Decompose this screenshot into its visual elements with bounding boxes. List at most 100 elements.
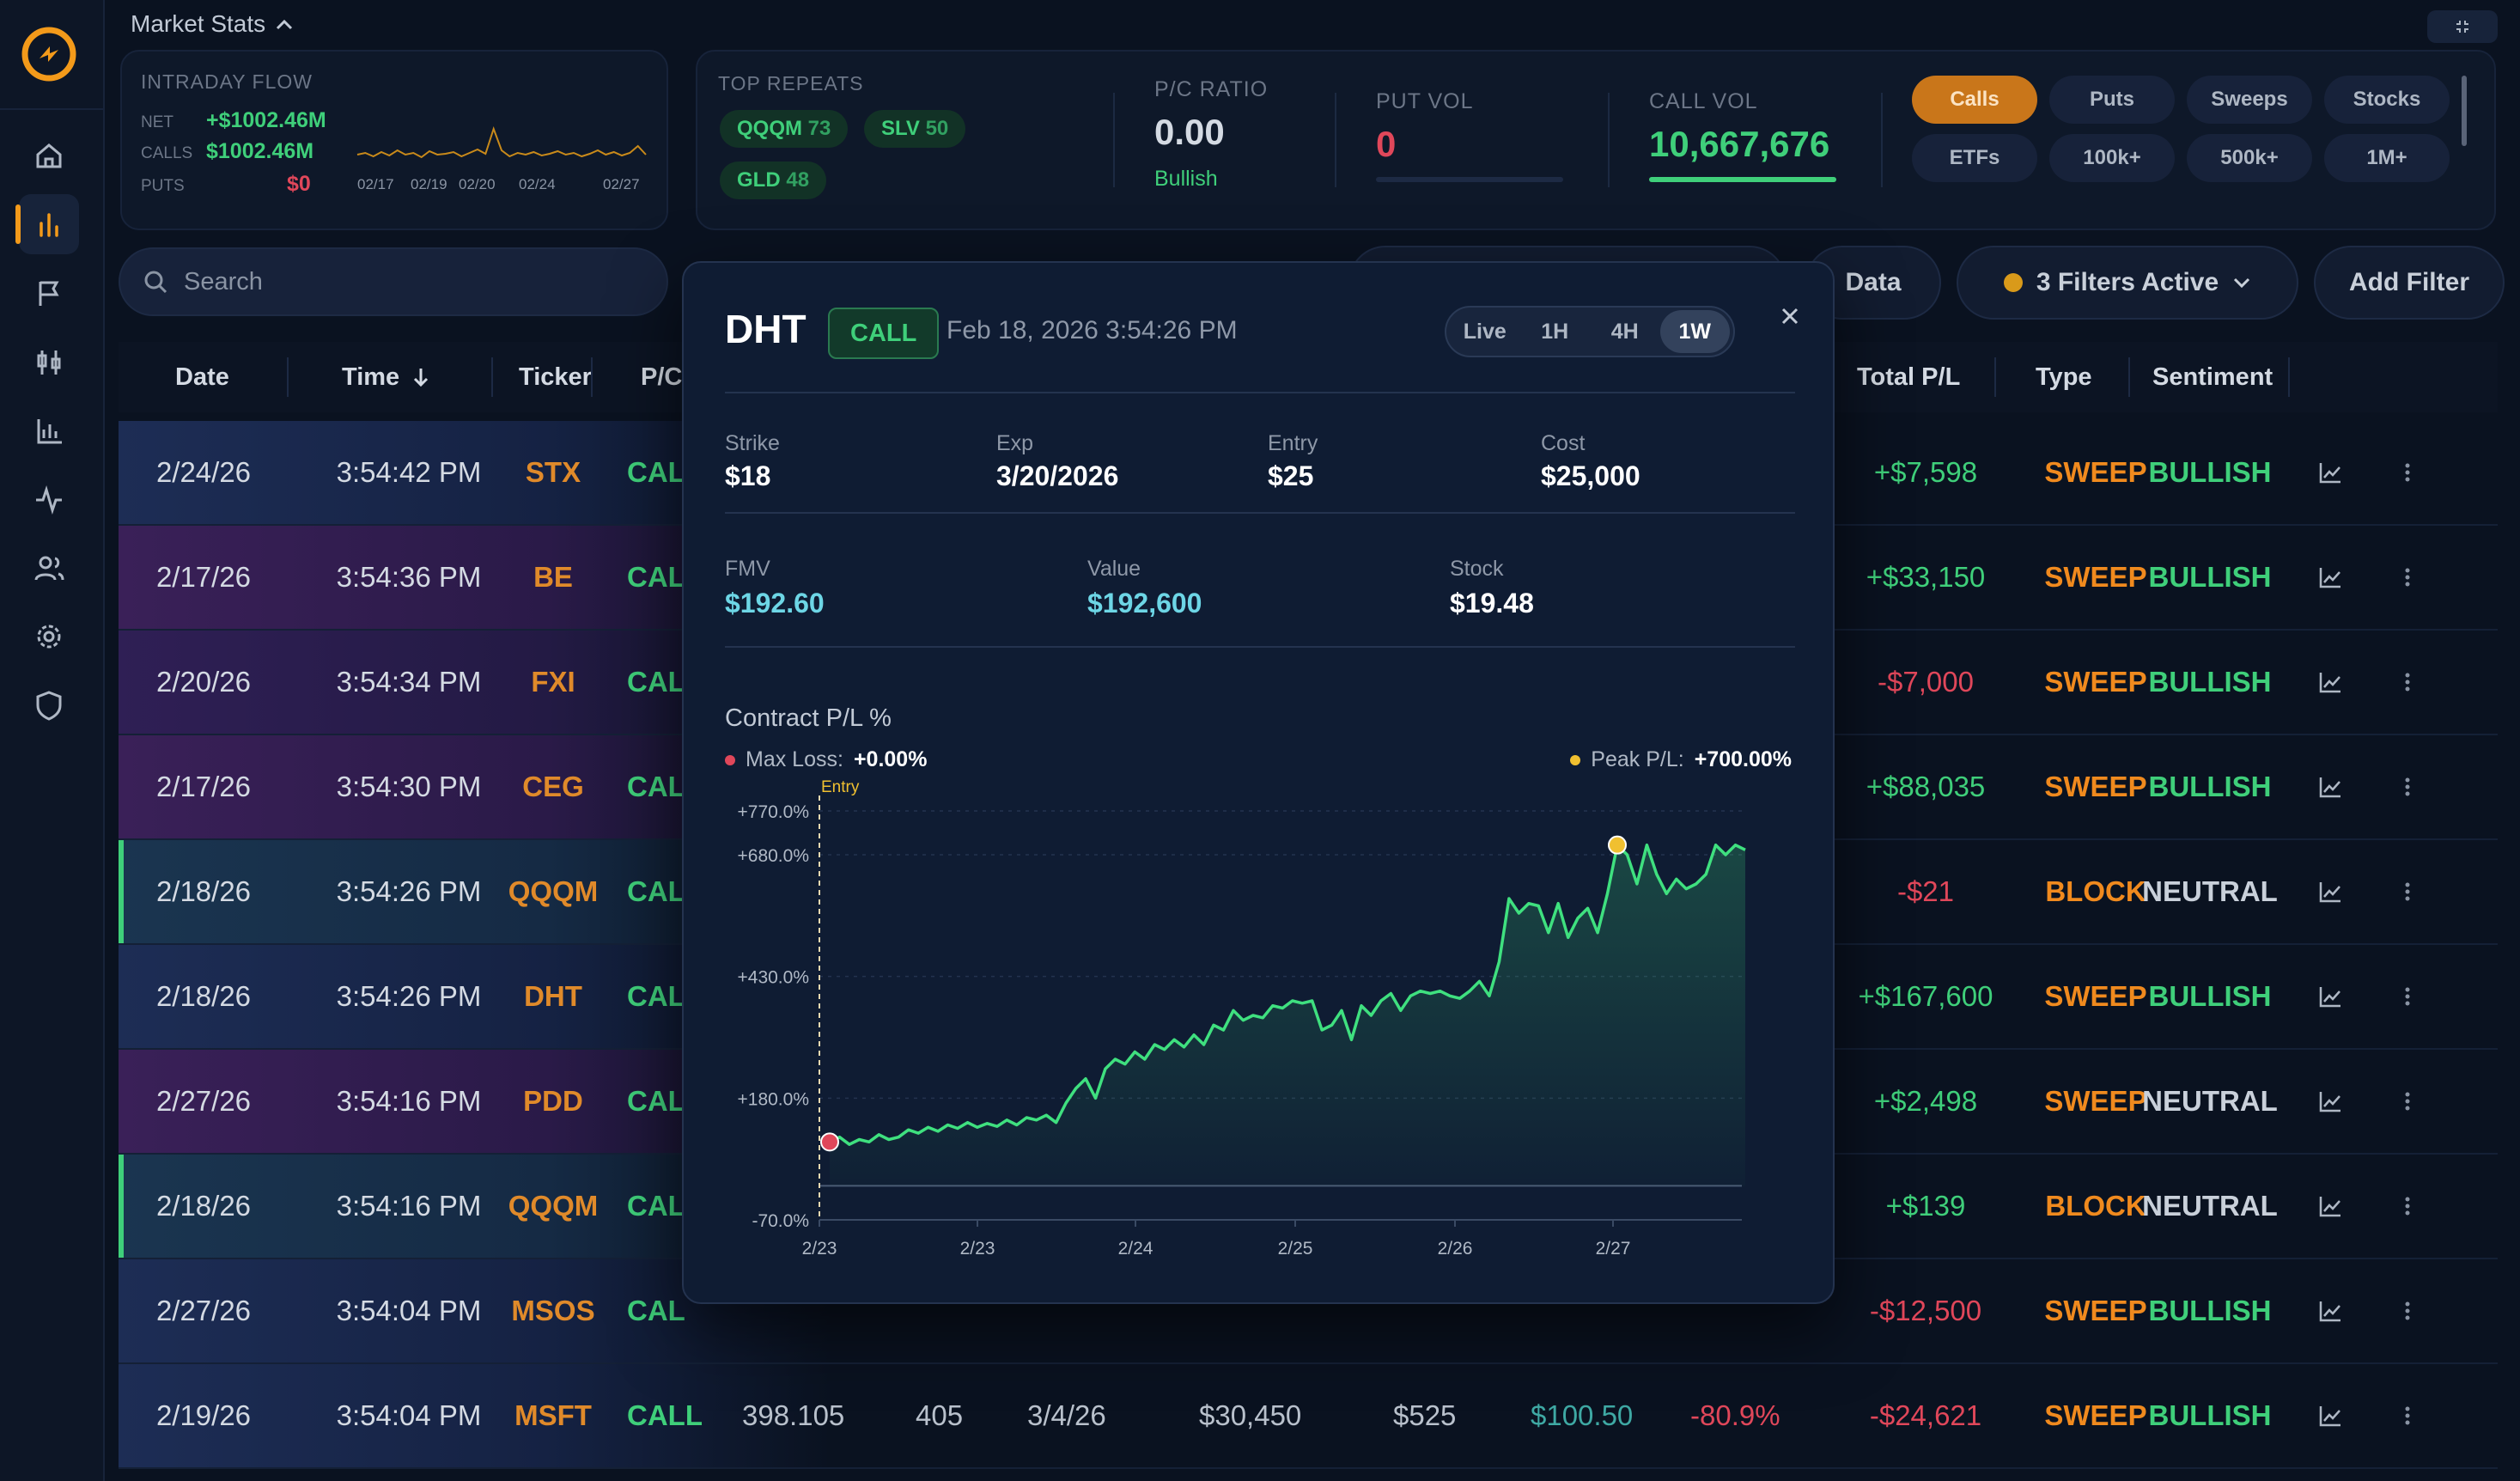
col-pc[interactable]: P/C <box>641 342 682 412</box>
y-tick-label: +770.0% <box>738 802 810 822</box>
cell-pc: CAL <box>627 1085 685 1117</box>
stat-divider <box>1335 93 1336 187</box>
cell-spot: 398.105 <box>742 1399 845 1431</box>
search-icon <box>144 271 167 294</box>
filters-active-button[interactable]: 3 Filters Active <box>1957 246 2298 320</box>
nav-bar-chart[interactable] <box>15 194 79 254</box>
users-icon <box>34 556 64 581</box>
row-more-button[interactable] <box>2403 1364 2412 1467</box>
y-tick-label: +680.0% <box>738 846 810 866</box>
filter-pill-label: 500k+ <box>2220 146 2279 169</box>
cell-sentiment: BULLISH <box>2148 666 2272 698</box>
search-input[interactable] <box>184 267 648 296</box>
row-chart-button[interactable] <box>2317 945 2343 1048</box>
col-type[interactable]: Type <box>2036 342 2092 412</box>
cell-pc: CAL <box>627 875 685 907</box>
search-box[interactable] <box>119 247 668 316</box>
filter-pill-100k[interactable]: 100k+ <box>2049 134 2175 182</box>
row-chart-button[interactable] <box>2317 840 2343 943</box>
table-row[interactable]: 2/27/26 3:54:04 PM MSOS CAL -$12,500 SWEEP BUL… <box>119 1259 2498 1364</box>
filter-pill-sweeps[interactable]: Sweeps <box>2187 76 2312 124</box>
sidebar <box>0 0 105 1481</box>
row-more-button[interactable] <box>2403 735 2412 838</box>
modal-close-button[interactable] <box>1771 297 1809 335</box>
filters-scrollbar[interactable] <box>2462 76 2467 146</box>
cell-time: 3:54:16 PM <box>336 1085 482 1117</box>
tf-1w[interactable]: 1W <box>1659 310 1730 353</box>
table-row[interactable]: 2/19/26 3:54:04 PM MSFT CALL 398.105 405 3/4/2… <box>119 1364 2498 1469</box>
row-chart-button[interactable] <box>2317 421 2343 524</box>
nav-candlestick[interactable] <box>19 332 79 392</box>
cell-time: 3:54:26 PM <box>336 875 482 907</box>
cell-pc: CAL <box>627 771 685 802</box>
app-logo[interactable] <box>19 24 79 84</box>
more-vertical-icon <box>2405 777 2410 796</box>
stat-divider <box>1608 93 1610 187</box>
col-ticker-label: Ticker <box>519 363 592 391</box>
cell-time: 3:54:42 PM <box>336 456 482 488</box>
row-more-button[interactable] <box>2403 631 2412 734</box>
nav-flag[interactable] <box>19 263 79 323</box>
row-chart-button[interactable] <box>2317 1155 2343 1258</box>
cell-total-pl: -$21 <box>1896 875 1955 907</box>
market-stats-title[interactable]: Market Stats <box>131 10 293 38</box>
row-more-button[interactable] <box>2403 945 2412 1048</box>
col-date[interactable]: Date <box>175 342 229 412</box>
strike-label: Strike <box>725 431 780 455</box>
row-more-button[interactable] <box>2403 526 2412 629</box>
col-total-pl[interactable]: Total P/L <box>1857 342 1960 412</box>
repeat-pill-slv[interactable]: SLV 50 <box>864 110 966 148</box>
peak-dot <box>1570 754 1581 765</box>
filter-pill-label: 1M+ <box>2366 146 2407 169</box>
row-chart-button[interactable] <box>2317 631 2343 734</box>
cell-time: 3:54:16 PM <box>336 1190 482 1222</box>
nav-activity[interactable] <box>19 469 79 529</box>
market-stats-card: TOP REPEATS QQQM 73 SLV 50 GLD 48 P/C RA… <box>696 50 2496 230</box>
more-vertical-icon <box>2405 568 2410 587</box>
row-chart-button[interactable] <box>2317 735 2343 838</box>
row-more-button[interactable] <box>2403 840 2412 943</box>
row-chart-button[interactable] <box>2317 1259 2343 1362</box>
col-time[interactable]: Time <box>342 342 430 412</box>
cell-date: 2/27/26 <box>155 1295 252 1326</box>
row-more-button[interactable] <box>2403 1259 2412 1362</box>
repeat-pill-qqqm[interactable]: QQQM 73 <box>720 110 849 148</box>
calls-row: CALLS $1002.46M <box>141 139 313 164</box>
row-more-button[interactable] <box>2403 421 2412 524</box>
close-icon <box>1781 308 1799 325</box>
nav-column-chart[interactable] <box>19 400 79 460</box>
collapse-button[interactable] <box>2427 10 2498 43</box>
col-sentiment[interactable]: Sentiment <box>2152 342 2273 412</box>
row-more-button[interactable] <box>2403 1050 2412 1153</box>
tf-live[interactable]: Live <box>1450 310 1520 353</box>
row-chart-button[interactable] <box>2317 526 2343 629</box>
nav-shield[interactable] <box>19 675 79 735</box>
add-filter-button[interactable]: Add Filter <box>2314 246 2505 320</box>
filter-pill-calls[interactable]: Calls <box>1912 76 2037 124</box>
filter-pill-1m[interactable]: 1M+ <box>2324 134 2450 182</box>
filter-pill-etfs[interactable]: ETFs <box>1912 134 2037 182</box>
cell-ticker: FXI <box>531 666 575 698</box>
nav-home[interactable] <box>19 125 79 186</box>
cell-date: 2/17/26 <box>155 771 252 802</box>
col-ticker[interactable]: Ticker <box>519 342 592 412</box>
row-chart-button[interactable] <box>2317 1364 2343 1467</box>
row-chart-button[interactable] <box>2317 1050 2343 1153</box>
tf-4h[interactable]: 4H <box>1590 310 1660 353</box>
modal-divider <box>725 646 1795 648</box>
nav-users[interactable] <box>19 538 79 598</box>
filter-pill-stocks[interactable]: Stocks <box>2324 76 2450 124</box>
data-button-label: Data <box>1845 268 1902 296</box>
entry-point <box>820 1132 839 1152</box>
activity-icon <box>36 485 62 515</box>
filter-pill-500k[interactable]: 500k+ <box>2187 134 2312 182</box>
row-more-button[interactable] <box>2403 1155 2412 1258</box>
filter-pill-puts[interactable]: Puts <box>2049 76 2175 124</box>
tf-1h[interactable]: 1H <box>1520 310 1591 353</box>
cell-type: SWEEP <box>2044 980 2147 1012</box>
repeat-pill-gld[interactable]: GLD 48 <box>720 162 827 199</box>
col-separator <box>1994 357 1996 397</box>
put-vol-label: PUT VOL <box>1376 89 1474 113</box>
value-label: Value <box>1087 557 1141 581</box>
nav-settings[interactable] <box>19 606 79 667</box>
